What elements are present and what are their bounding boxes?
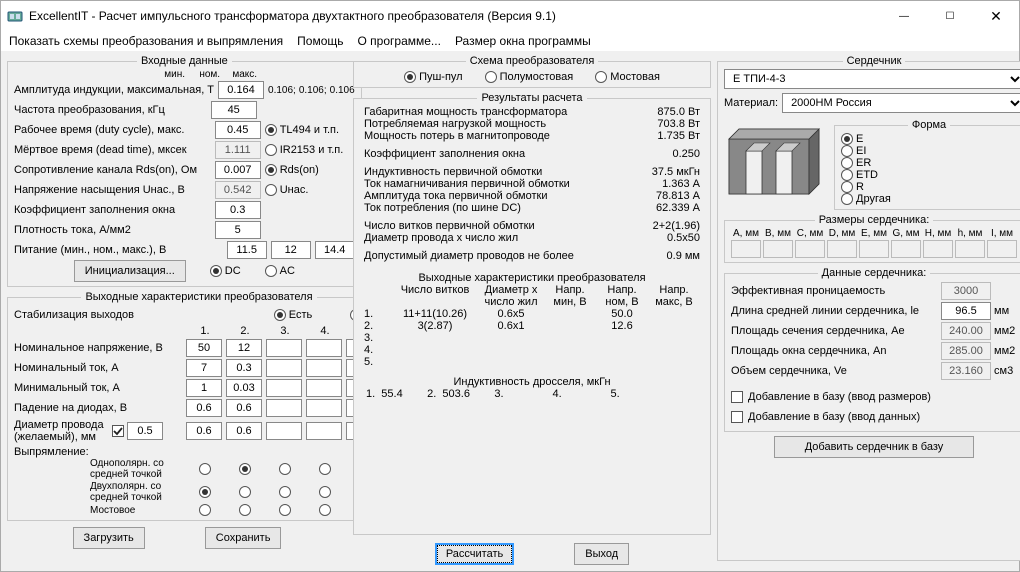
exit-button[interactable]: Выход (574, 543, 629, 565)
j-input[interactable] (215, 221, 261, 239)
shape-etd[interactable]: ETD (841, 169, 1017, 181)
init-button[interactable]: Инициализация... (74, 260, 186, 282)
opt-rdson[interactable]: Rds(on) (265, 164, 355, 176)
input-legend: Входные данные (137, 55, 232, 67)
dead-input (215, 141, 261, 159)
vnom-input[interactable] (271, 241, 311, 259)
menu-help[interactable]: Помощь (297, 34, 343, 48)
shape-other[interactable]: Другая (841, 193, 1017, 205)
menu-about[interactable]: О программе... (358, 34, 441, 48)
add-core-button[interactable]: Добавить сердечник в базу (774, 436, 974, 458)
vmin-input[interactable] (227, 241, 267, 259)
shape-er[interactable]: ER (841, 157, 1017, 169)
rect1-1[interactable] (199, 463, 211, 475)
rds-input[interactable] (215, 161, 261, 179)
opt-ir2153[interactable]: IR2153 и т.п. (265, 144, 355, 156)
add-data-chk[interactable] (731, 411, 743, 423)
calc-button[interactable]: Рассчитать (435, 543, 514, 565)
usat-input (215, 181, 261, 199)
menu-winsize[interactable]: Размер окна программы (455, 34, 591, 48)
window-title: ExcellentIT - Расчет импульсного трансфо… (29, 9, 881, 23)
menu-schemes[interactable]: Показать схемы преобразования и выпрямле… (9, 34, 283, 48)
maximize-button[interactable]: ☐ (927, 1, 973, 31)
shape-e[interactable]: E (841, 133, 1017, 145)
dwire-chk[interactable] (112, 425, 124, 437)
app-icon (7, 8, 23, 24)
material-select[interactable]: 2000НМ Россия (782, 93, 1020, 113)
out-vnom-3[interactable] (266, 339, 302, 357)
outputs-fieldset: Выходные характеристики преобразователя … (7, 291, 391, 521)
core-select[interactable]: Е ТПИ-4-3 (724, 69, 1020, 89)
minimize-button[interactable]: — (881, 1, 927, 31)
freq-input[interactable] (211, 101, 257, 119)
close-button[interactable]: ✕ (973, 1, 1019, 31)
shape-r[interactable]: R (841, 181, 1017, 193)
core-image (724, 119, 824, 214)
opt-tl494[interactable]: TL494 и т.п. (265, 124, 355, 136)
input-fieldset: Входные данные мин. ном. макс. Амплитуда… (7, 55, 362, 287)
b-label: Амплитуда индукции, максимальная, T (14, 84, 214, 96)
schema-pushpull[interactable]: Пуш-пул (404, 71, 463, 83)
out-vnom-1[interactable] (186, 339, 222, 357)
opt-dc[interactable]: DC (210, 265, 241, 277)
save-button[interactable]: Сохранить (205, 527, 282, 549)
add-dims-chk[interactable] (731, 391, 743, 403)
shape-ei[interactable]: EI (841, 145, 1017, 157)
stab-yes[interactable]: Есть (274, 309, 312, 321)
out-vnom-2[interactable] (226, 339, 262, 357)
schema-halfbridge[interactable]: Полумостовая (485, 71, 574, 83)
load-button[interactable]: Загрузить (73, 527, 145, 549)
rect2-1[interactable] (199, 486, 211, 498)
opt-usat[interactable]: Uнас. (265, 184, 355, 196)
out-vnom-4[interactable] (306, 339, 342, 357)
kfill-input[interactable] (215, 201, 261, 219)
duty-input[interactable] (215, 121, 261, 139)
opt-ac[interactable]: AC (265, 265, 295, 277)
schema-bridge[interactable]: Мостовая (595, 71, 660, 83)
vmax-input[interactable] (315, 241, 355, 259)
b-input[interactable] (218, 81, 264, 99)
rect1-2[interactable] (239, 463, 251, 475)
